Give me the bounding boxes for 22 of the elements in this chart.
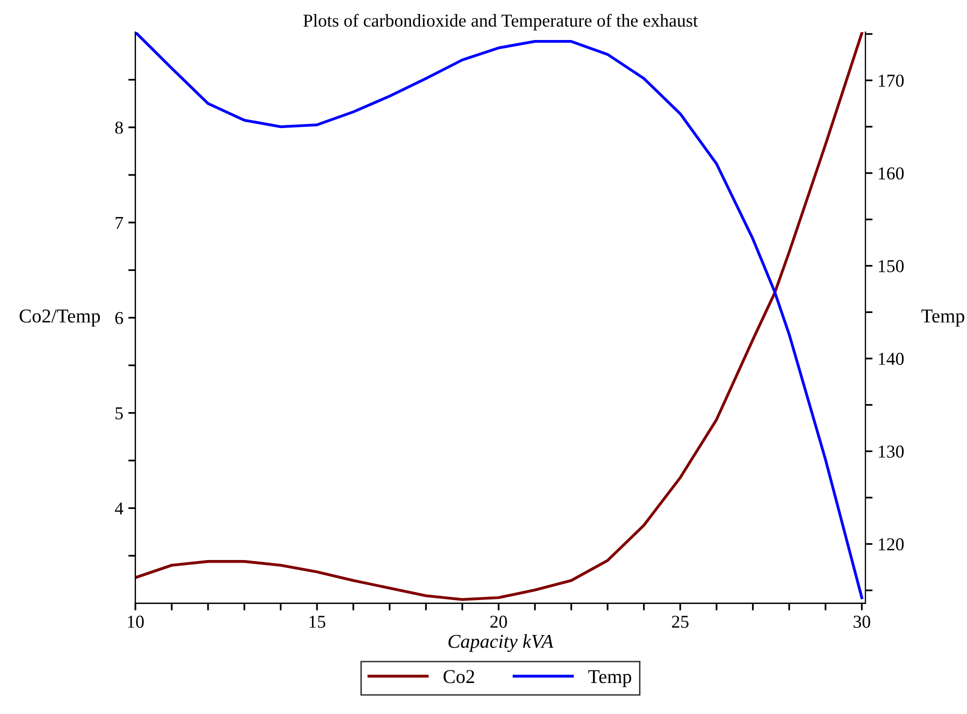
y-tick-label: 6 (115, 312, 124, 324)
y-tick-label: 8 (115, 122, 123, 134)
y2-axis-title: Temp (921, 310, 964, 327)
y2-tick-label: 150 (878, 260, 904, 272)
y-tick-label: 7 (116, 216, 124, 229)
chart-title: Plots of carbondioxide and Temperature of the exhaust (303, 14, 698, 30)
x-tick-label: 30 (854, 616, 870, 628)
y2-tick-label: 140 (878, 352, 904, 365)
y-tick-label: 4 (114, 502, 124, 514)
y2-tick-label: 120 (878, 538, 904, 550)
legend-label: Temp (588, 670, 632, 688)
y2-tick-label: 130 (878, 446, 904, 458)
x-axis-title: Capacity kVA (448, 634, 554, 652)
y2-tick-label: 160 (878, 167, 904, 180)
x-tick-label: 10 (128, 616, 144, 628)
y-tick-label: 5 (116, 407, 123, 420)
x-tick-label: 20 (490, 616, 507, 628)
y-axis-title: Co2/Temp (20, 310, 100, 327)
y2-tick-label: 170 (878, 74, 904, 87)
legend-label: Co2 (444, 670, 474, 684)
x-tick-label: 15 (310, 616, 326, 628)
x-tick-label: 25 (672, 616, 689, 628)
